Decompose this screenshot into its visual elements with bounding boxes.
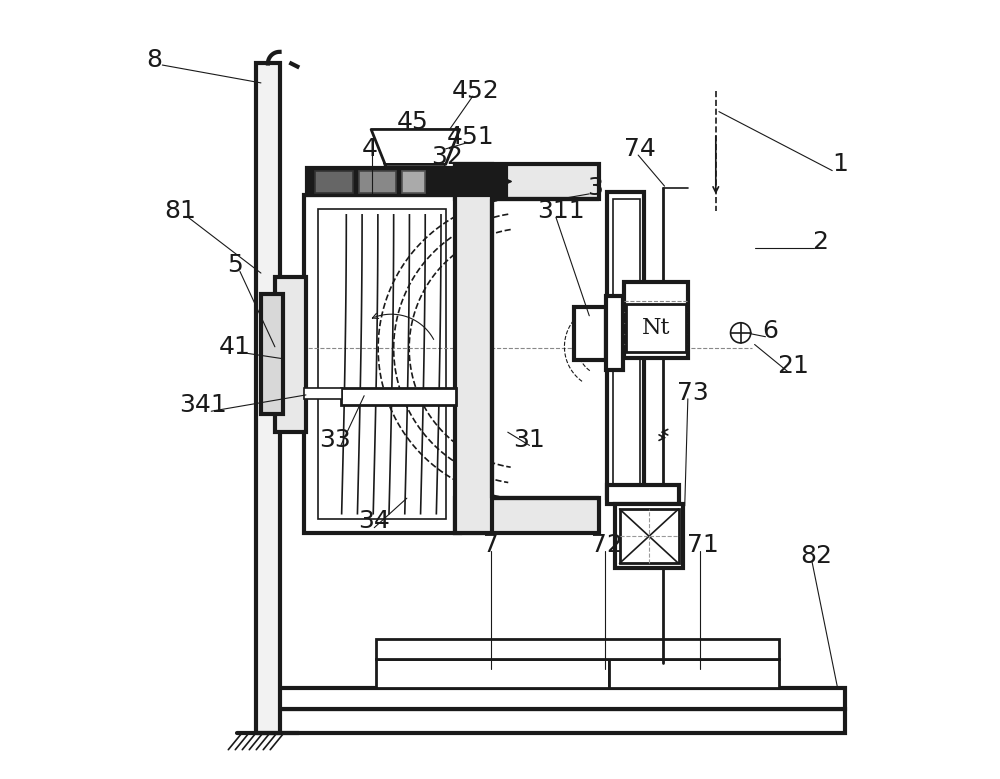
Text: 71: 71 <box>687 533 719 557</box>
Text: 452: 452 <box>451 79 499 103</box>
Bar <box>455 499 599 533</box>
Bar <box>261 294 283 414</box>
Bar <box>615 504 683 568</box>
Text: 81: 81 <box>164 199 196 223</box>
Bar <box>307 168 506 196</box>
Bar <box>359 171 396 193</box>
Bar <box>304 388 342 399</box>
Text: 2: 2 <box>812 230 828 254</box>
Text: 311: 311 <box>537 199 584 223</box>
Bar <box>376 640 779 659</box>
Text: 8: 8 <box>147 48 163 72</box>
Bar <box>256 63 280 732</box>
Text: 32: 32 <box>431 145 463 168</box>
Text: 4: 4 <box>362 137 378 161</box>
Text: 72: 72 <box>591 533 623 557</box>
Bar <box>607 485 679 504</box>
Bar <box>376 659 609 689</box>
Text: 341: 341 <box>180 393 227 417</box>
Text: 34: 34 <box>358 509 390 534</box>
Bar <box>402 171 425 193</box>
Text: 31: 31 <box>514 428 545 452</box>
Text: 33: 33 <box>320 428 351 452</box>
Bar <box>606 296 623 370</box>
Text: 45: 45 <box>397 110 429 134</box>
Bar <box>341 388 456 405</box>
Bar <box>318 210 446 519</box>
Text: 21: 21 <box>777 354 809 379</box>
Bar <box>620 509 679 563</box>
Bar <box>624 282 688 358</box>
Text: 7: 7 <box>483 533 499 557</box>
Bar <box>259 689 845 710</box>
Text: 73: 73 <box>677 382 708 405</box>
Text: 41: 41 <box>219 335 250 359</box>
Bar <box>259 710 845 732</box>
Bar <box>275 277 306 432</box>
Text: 1: 1 <box>832 153 848 176</box>
Text: 74: 74 <box>624 137 656 161</box>
Text: 6: 6 <box>762 319 778 344</box>
Bar <box>609 659 779 689</box>
Bar <box>626 304 686 352</box>
Bar <box>607 192 644 499</box>
Text: 5: 5 <box>227 253 242 277</box>
Text: 82: 82 <box>801 545 833 569</box>
Polygon shape <box>371 129 460 164</box>
Bar <box>455 164 599 199</box>
Bar <box>304 196 460 533</box>
Bar <box>455 164 492 533</box>
Bar <box>315 171 353 193</box>
Text: 451: 451 <box>447 125 494 150</box>
Bar <box>613 199 640 492</box>
Text: Nt: Nt <box>642 317 670 339</box>
Text: 3: 3 <box>587 176 603 199</box>
Bar <box>574 307 606 360</box>
